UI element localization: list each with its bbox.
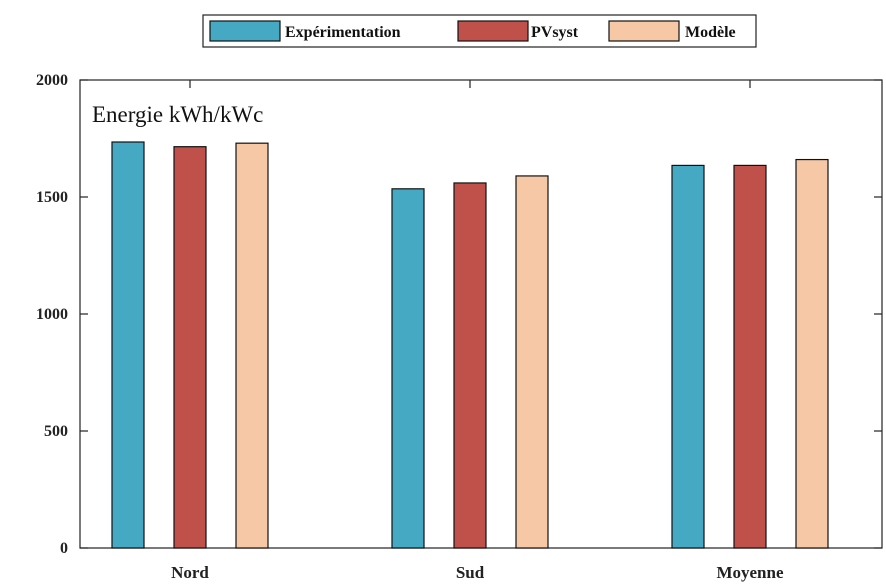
chart-title: Energie kWh/kWc [92, 102, 263, 127]
legend-swatch-pvsyst [457, 20, 529, 42]
bar-modèle-moyenne [795, 158, 829, 549]
y-tick-label: 1000 [36, 306, 68, 323]
bar-expérimentation-nord [111, 141, 145, 549]
bar-modèle-sud [515, 175, 549, 549]
x-tick-label: Moyenne [716, 563, 784, 582]
legend-swatch-expérimentation [209, 20, 281, 42]
y-tick-label: 500 [44, 423, 68, 440]
bar-expérimentation-moyenne [671, 164, 705, 549]
bar-pvsyst-nord [173, 146, 207, 549]
legend-label: Expérimentation [285, 24, 401, 41]
legend-swatch-modèle [608, 20, 680, 42]
legend: Expérimentation PVsyst Modèle [202, 14, 757, 48]
legend-label: PVsyst [531, 24, 579, 41]
y-axis: 0 500 1000 1500 2000 [36, 72, 882, 557]
y-tick-label: 0 [60, 540, 68, 557]
x-tick-label: Sud [456, 563, 485, 582]
bar-modèle-nord [235, 142, 269, 549]
x-tick-label: Nord [171, 563, 209, 582]
bar-pvsyst-sud [453, 182, 487, 549]
y-tick-label: 2000 [36, 72, 68, 89]
bars [111, 141, 829, 549]
legend-label: Modèle [685, 24, 736, 41]
bar-expérimentation-sud [391, 188, 425, 549]
bar-pvsyst-moyenne [733, 164, 767, 549]
y-tick-label: 1500 [36, 189, 68, 206]
